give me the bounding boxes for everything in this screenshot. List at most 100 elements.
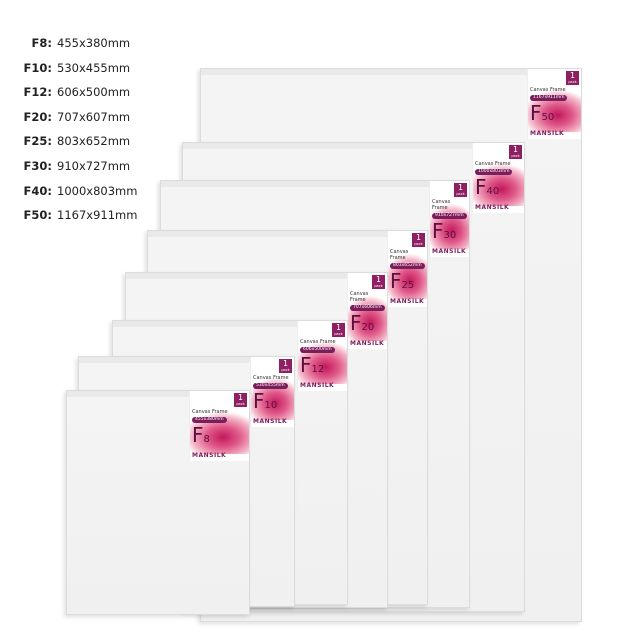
pack-badge: 1 pack	[509, 145, 522, 159]
brand-logo: MANSILK	[300, 382, 335, 389]
size-value: 606x500mm	[57, 85, 131, 100]
pack-count: 1	[457, 183, 464, 192]
pack-word: pack	[281, 368, 290, 372]
pack-count: 1	[569, 71, 576, 80]
pack-count: 1	[512, 145, 519, 154]
pack-count: 1	[282, 359, 289, 368]
pack-word: pack	[334, 332, 343, 336]
size-value: 455x380mm	[57, 36, 131, 50]
pack-count: 1	[237, 393, 244, 402]
product-label: 1 pack Canvas Frame 606x500mm F12 MANSILK	[297, 321, 347, 391]
size-row: F10: 530x455mm	[18, 61, 137, 86]
label-title: Canvas Frame	[475, 161, 511, 167]
size-code: F8:	[31, 36, 52, 50]
size-row: F50: 1167x911mm	[18, 208, 138, 233]
size-code: F25:	[23, 134, 52, 149]
pack-badge: 1 pack	[372, 275, 385, 289]
size-row: F25: 803x652mm	[18, 134, 137, 159]
size-row: F8: 455x380mm	[18, 36, 137, 61]
label-title: Canvas Frame	[530, 87, 566, 93]
canvas-top-edge	[113, 321, 347, 327]
paint-splash	[430, 203, 469, 250]
label-size: 1000x803mm	[475, 169, 513, 175]
label-title: Canvas Frame	[390, 249, 409, 261]
brand-logo: MANSILK	[350, 340, 385, 347]
pack-word: pack	[236, 402, 245, 406]
size-value: 1000x803mm	[57, 183, 138, 198]
paint-splash	[348, 295, 387, 342]
size-value: 530x455mm	[57, 60, 131, 75]
pack-word: pack	[374, 284, 383, 288]
label-title: Canvas Frame	[192, 409, 228, 415]
product-label: 1 pack Canvas Frame 1167x911mm F50 MANSIL…	[527, 69, 581, 139]
size-code-mark: F25	[390, 269, 415, 293]
size-value: 910x727mm	[57, 158, 131, 173]
pack-word: pack	[568, 80, 577, 84]
canvas-top-edge	[126, 273, 387, 279]
label-size: 530x455mm	[253, 383, 288, 389]
size-code: F10:	[23, 60, 52, 75]
pack-badge: 1 pack	[332, 323, 345, 337]
label-size: 455x380mm	[192, 417, 227, 423]
pack-badge: 1 pack	[454, 183, 467, 197]
label-size: 606x500mm	[300, 347, 335, 353]
product-label: 1 pack Canvas Frame 455x380mm F8 MANSILK	[189, 391, 249, 461]
label-size: 1167x911mm	[530, 95, 568, 101]
pack-badge: 1 pack	[566, 71, 579, 85]
size-row: F30: 910x727mm	[18, 159, 137, 184]
pack-word: pack	[511, 154, 520, 158]
pack-word: pack	[414, 242, 423, 246]
pack-count: 1	[415, 233, 422, 242]
size-code-mark: F40	[475, 175, 500, 199]
brand-logo: MANSILK	[390, 298, 425, 305]
size-code: F30:	[23, 158, 52, 173]
pack-badge: 1 pack	[234, 393, 247, 407]
pack-badge: 1 pack	[279, 359, 292, 373]
canvas-f8: 1 pack Canvas Frame 455x380mm F8 MANSILK	[66, 390, 250, 615]
label-size: 803x652mm	[390, 263, 425, 269]
size-row: F40: 1000x803mm	[18, 183, 138, 209]
size-code-mark: F12	[300, 353, 325, 377]
brand-logo: MANSILK	[192, 452, 227, 459]
size-code-mark: F20	[350, 311, 375, 335]
paint-splash	[388, 253, 427, 300]
brand-logo: MANSILK	[253, 418, 288, 425]
canvas-top-edge	[67, 391, 249, 397]
canvas-top-edge	[161, 181, 469, 187]
label-title: Canvas Frame	[350, 291, 369, 303]
canvas-top-edge	[183, 143, 524, 149]
brand-logo: MANSILK	[530, 130, 565, 137]
size-code-mark: F50	[530, 101, 555, 125]
size-row: F20: 707x607mm	[18, 110, 137, 135]
canvas-top-edge	[148, 231, 427, 237]
product-label: 1 pack Canvas Frame 707x606mm F20 MANSILK	[347, 273, 387, 349]
size-list: F8: 455x380mm F10: 530x455mm F12: 606x500mm F2…	[18, 36, 138, 233]
size-code: F20:	[23, 109, 52, 124]
label-title: Canvas Frame	[432, 199, 451, 211]
label-title: Canvas Frame	[300, 339, 336, 345]
size-code-mark: F10	[253, 389, 278, 413]
product-label: 1 pack Canvas Frame 1000x803mm F40 MANSIL…	[472, 143, 524, 213]
size-code: F12:	[23, 85, 52, 100]
pack-count: 1	[335, 323, 342, 332]
size-value: 707x607mm	[57, 109, 131, 124]
size-code-mark: F30	[432, 219, 457, 243]
label-size: 910x727mm	[432, 213, 467, 219]
label-title: Canvas Frame	[253, 375, 289, 381]
brand-logo: MANSILK	[432, 248, 467, 255]
pack-badge: 1 pack	[412, 233, 425, 247]
size-code: F40:	[23, 183, 52, 198]
product-label: 1 pack Canvas Frame 530x455mm F10 MANSILK	[250, 357, 294, 427]
size-row: F12: 606x500mm	[18, 85, 137, 110]
canvas-top-edge	[201, 69, 581, 75]
brand-logo: MANSILK	[475, 204, 510, 211]
pack-word: pack	[456, 192, 465, 196]
pack-count: 1	[375, 275, 382, 284]
label-size: 707x606mm	[350, 305, 385, 311]
size-value: 803x652mm	[57, 134, 131, 149]
product-label: 1 pack Canvas Frame 803x652mm F25 MANSILK	[387, 231, 427, 307]
canvas-top-edge	[79, 357, 294, 363]
size-value: 1167x911mm	[57, 208, 138, 223]
size-code-mark: F8	[192, 423, 210, 447]
product-label: 1 pack Canvas Frame 910x727mm F30 MANSILK	[429, 181, 469, 257]
